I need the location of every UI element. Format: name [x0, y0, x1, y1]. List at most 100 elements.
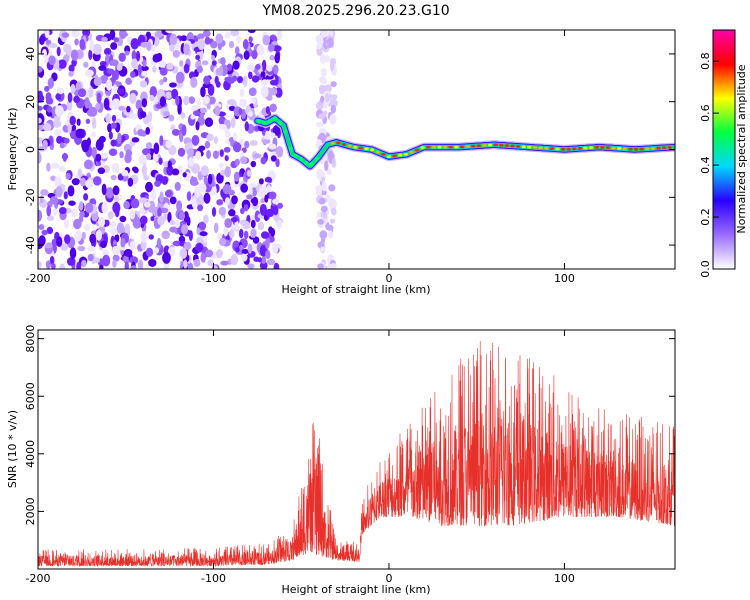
spectrogram-noise-cell — [119, 215, 127, 223]
spectrogram-noise-cell — [256, 44, 265, 56]
spectrogram-noise-cell — [243, 203, 249, 212]
spectrogram-noise-cell — [81, 231, 86, 240]
spectrogram-noise-cell — [324, 93, 330, 103]
spectrogram-peak-cell — [353, 145, 358, 149]
spectrogram-noise-cell — [41, 229, 48, 236]
spectrogram-noise-cell — [316, 168, 324, 180]
spectrogram-noise-cell — [188, 157, 195, 167]
spectrogram-noise-cell — [71, 58, 77, 67]
spectrogram-noise-cell — [234, 220, 239, 231]
spectrogram-noise-cell — [239, 207, 245, 215]
spectrogram-noise-cell — [211, 206, 217, 217]
spectrogram-noise-cell — [253, 256, 260, 262]
spectrogram-noise-cell — [166, 164, 174, 176]
spectrogram-noise-cell — [266, 184, 272, 194]
snr-y-ticks: 2000 4000 6000 8000 — [24, 325, 675, 525]
spectrogram-noise-cell — [50, 175, 57, 182]
spectrogram-peak-cell — [341, 143, 347, 146]
spectrogram-marks — [38, 30, 675, 269]
spectrogram-noise-cell — [218, 206, 227, 216]
spectrogram-peak-cell — [572, 147, 577, 151]
spectrogram-noise-cell — [246, 194, 253, 200]
spectrogram-noise-cell — [66, 257, 76, 266]
spectrogram-noise-cell — [230, 30, 240, 37]
spectrogram-noise-cell — [247, 64, 255, 72]
spectrogram-noise-cell — [207, 173, 213, 185]
spectrogram-noise-cell — [99, 264, 104, 269]
snr-series-line — [38, 341, 675, 568]
spectrogram-noise-cell — [227, 99, 236, 105]
spectrogram-noise-cell — [266, 65, 273, 72]
spectrogram-noise-cell — [272, 124, 281, 136]
colorbar-label: Normalized spectral amplitude — [735, 64, 748, 233]
spectrogram-noise-cell — [84, 179, 94, 189]
spectrogram-noise-cell — [162, 110, 170, 117]
spectrogram-noise-cell — [182, 172, 187, 178]
spectrogram-noise-cell — [180, 224, 189, 235]
spectrogram-noise-cell — [329, 113, 337, 125]
spectrogram-noise-cell — [75, 81, 82, 91]
spectrogram-noise-cell — [79, 38, 86, 50]
spectrogram-noise-cell — [225, 131, 231, 139]
spectrogram-noise-cell — [71, 208, 78, 218]
spectrogram-noise-cell — [270, 155, 277, 162]
spectrogram-noise-cell — [48, 42, 58, 49]
spectrogram-noise-cell — [141, 98, 148, 108]
spectrogram-peak-cell — [409, 150, 414, 154]
spectrogram-noise-cell — [223, 225, 229, 237]
spectrogram-noise-cell — [157, 215, 165, 226]
spectrogram-peak-cell — [364, 147, 369, 151]
spectrogram-noise-cell — [164, 190, 173, 198]
spectrogram-noise-cell — [139, 207, 146, 214]
spectrogram-noise-cell — [87, 245, 96, 252]
spectrogram-peak-cell — [369, 148, 375, 152]
spectrogram-noise-cell — [88, 86, 94, 98]
spectrogram-noise-cell — [63, 137, 70, 144]
spectrogram-y-label: Frequency (Hz) — [6, 108, 19, 191]
spectrogram-peak-cell — [616, 147, 622, 150]
spectrogram-noise-cell — [315, 101, 323, 111]
spectrogram-noise-cell — [127, 177, 134, 187]
spectrogram-noise-cell — [70, 49, 79, 61]
spectrogram-noise-cell — [76, 118, 81, 126]
spectrogram-noise-cell — [118, 105, 126, 111]
spectrogram-noise-cell — [194, 186, 201, 198]
colorbar-tick-label: 0.4 — [699, 156, 712, 174]
spectrogram-peak-cell — [277, 120, 283, 125]
spectrogram-noise-cell — [197, 38, 205, 51]
spectrogram-noise-cell — [108, 100, 116, 110]
spectrogram-peak-cell — [476, 144, 482, 148]
spectrogram-peak-cell — [543, 146, 549, 150]
spectrogram-noise-cell — [92, 43, 102, 55]
spectrogram-noise-cell — [48, 55, 56, 66]
spectrogram-noise-cell — [273, 262, 280, 269]
snr-panel: -200 -100 0 100 2000 4000 6000 8000 Height of … — [6, 325, 676, 596]
snr-y-tick-label: 8000 — [24, 325, 37, 353]
spectrogram-noise-cell — [44, 243, 53, 249]
spectrogram-noise-cell — [95, 153, 102, 162]
spectrogram-noise-cell — [251, 49, 258, 60]
spectrogram-noise-cell — [174, 181, 181, 191]
spectrogram-noise-cell — [38, 94, 45, 103]
spectrogram-noise-cell — [186, 216, 191, 227]
spectrogram-noise-cell — [109, 30, 116, 40]
spectrogram-x-tick-label: -100 — [201, 272, 226, 285]
spectrogram-noise-cell — [141, 164, 148, 177]
spectrogram-noise-cell — [329, 218, 336, 224]
spectrogram-noise-cell — [183, 63, 190, 74]
spectrogram-noise-cell — [146, 153, 152, 161]
spectrogram-noise-cell — [130, 38, 139, 50]
spectrogram-peak-cell — [262, 120, 267, 125]
snr-y-tick-label: 2000 — [24, 497, 37, 525]
spectrogram-noise-cell — [89, 233, 97, 244]
spectrogram-noise-cell — [156, 237, 162, 250]
spectrogram-noise-cell — [124, 223, 131, 236]
colorbar-tick-label: 0.0 — [699, 260, 712, 278]
spectrogram-peak-cell — [667, 146, 672, 149]
spectrogram-noise-cell — [124, 50, 130, 56]
spectrogram-peak-cell — [386, 155, 392, 159]
spectrogram-noise-cell — [270, 79, 279, 86]
spectrogram-noise-cell — [162, 76, 168, 83]
spectrogram-noise-cell — [133, 167, 139, 174]
spectrogram-noise-cell — [129, 209, 136, 220]
